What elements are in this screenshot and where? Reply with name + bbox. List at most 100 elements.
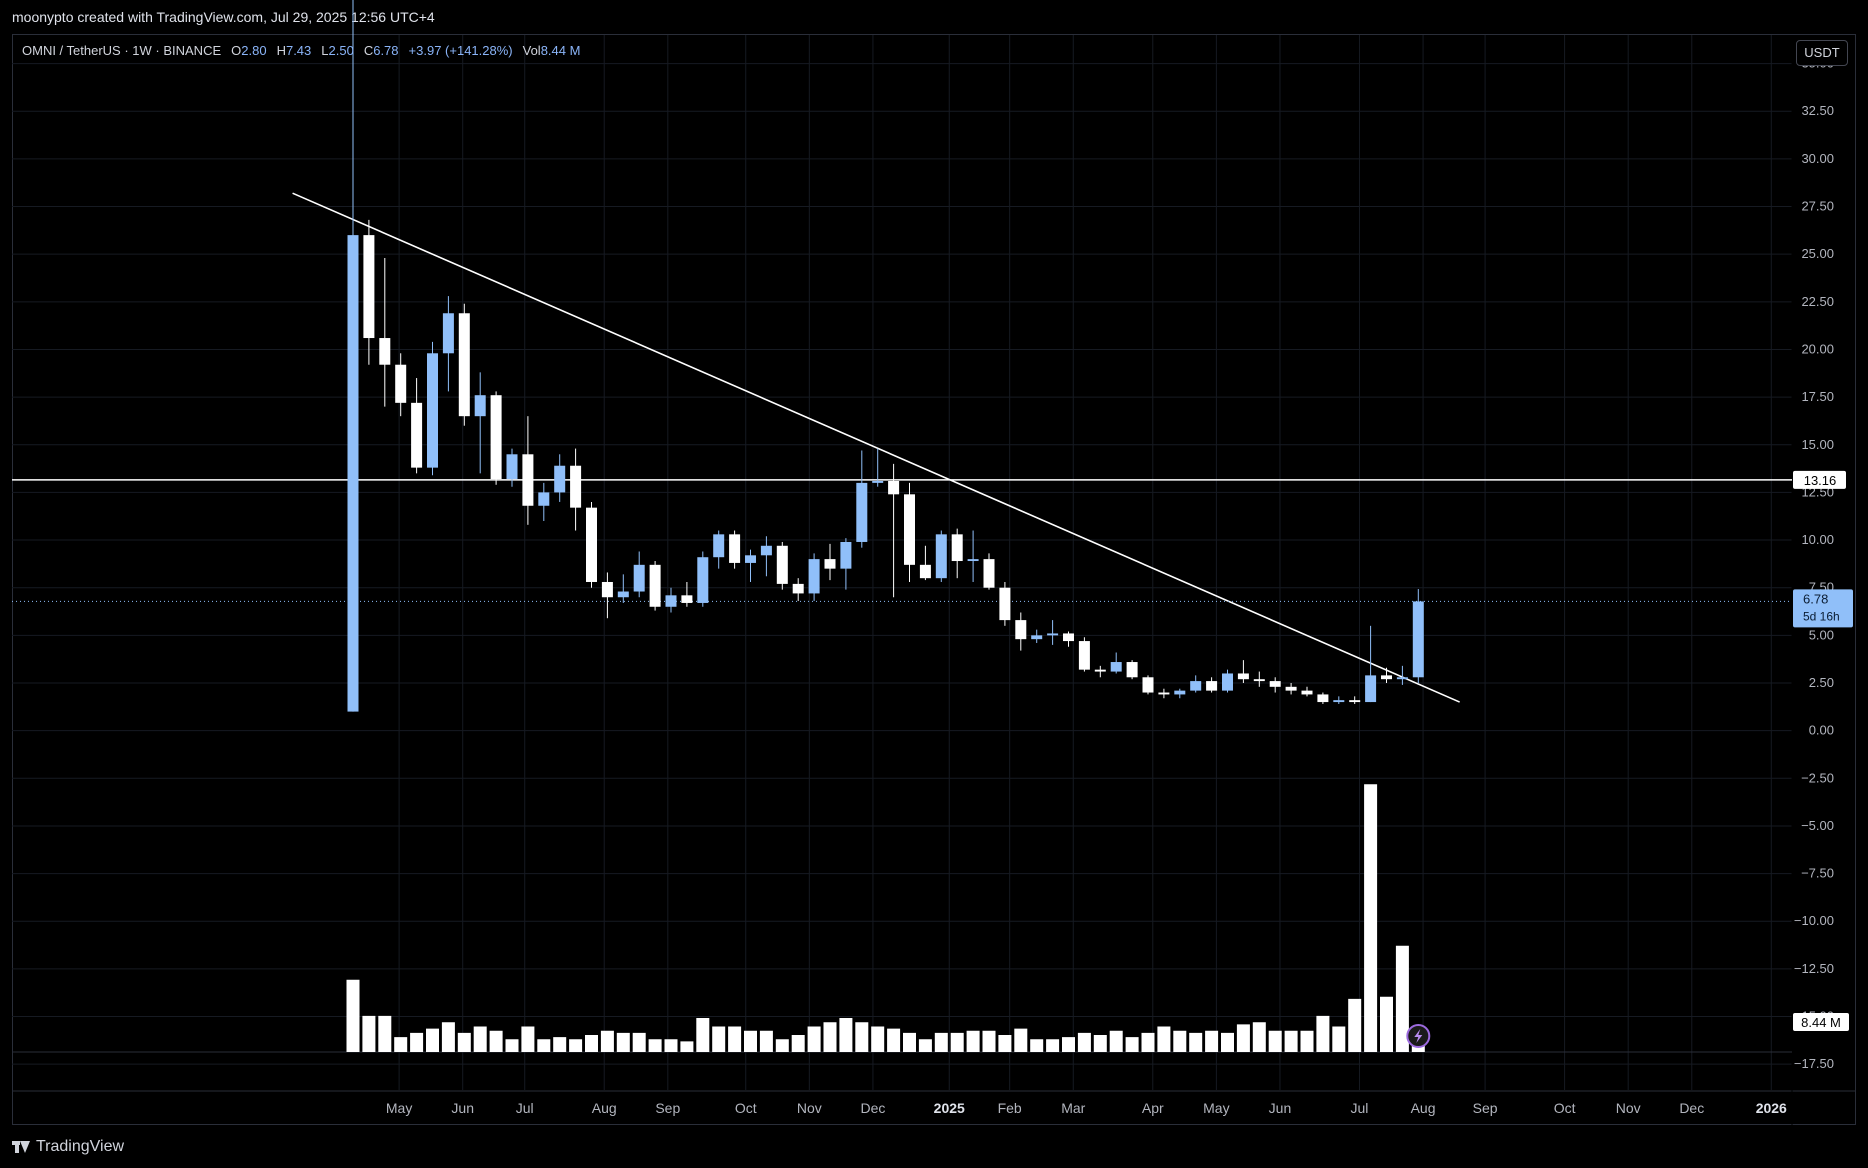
candle-body [776,545,788,584]
y-tick-label: −5.00 [1801,818,1834,833]
last-price-tag: 6.78 5d 16h [1793,589,1853,628]
volume-bar [1109,1030,1123,1052]
y-tick-label: −17.50 [1794,1056,1834,1071]
currency-button[interactable]: USDT [1796,40,1848,66]
candle-body [411,402,423,468]
grid-lines [12,35,1792,1090]
x-tick-label: Oct [735,1100,757,1116]
volume-bar [1236,1024,1250,1052]
candle-body [1349,700,1361,703]
candle [665,587,677,613]
candle [856,450,868,548]
candle [1396,665,1408,685]
candle-body [474,395,486,417]
candle [427,341,438,476]
candle [458,303,470,426]
volume-bar [855,1022,869,1052]
candle-body [745,555,756,563]
legend-high-label: H [276,43,286,58]
candle-body [442,313,454,354]
volume-bar [982,1030,996,1052]
candle [1317,692,1329,704]
candle-body [697,557,709,603]
volume-bar [823,1022,837,1052]
candle-body [760,545,772,556]
volume-bar [600,1030,614,1052]
candle [474,372,486,474]
volume-bar [505,1039,519,1052]
volume-bar [537,1039,551,1052]
candle-body [1094,669,1106,672]
candle-body [681,595,693,603]
chart-frame [12,34,1856,1125]
candle-body [888,480,900,495]
x-tick-label: Oct [1554,1100,1576,1116]
volume-bar [1252,1022,1266,1052]
candle [1222,669,1233,693]
level-tag-bg [1793,470,1846,489]
candle [697,551,709,607]
candle-body [1237,673,1249,680]
candle-body [840,541,852,569]
x-tick-label: Jun [451,1100,474,1116]
candle-body [1110,662,1122,672]
candle-body [967,559,979,562]
x-tick-label: Dec [860,1100,885,1116]
volume-bar [744,1030,757,1052]
volume-bar [1173,1030,1187,1052]
candle [506,448,518,487]
legend-close-label: C [363,43,374,58]
candle-body [1269,681,1281,687]
candle [776,541,788,590]
volume-bar [664,1039,678,1052]
legend-change: +3.97 (+141.28%) [408,43,513,58]
level-price-tag: 13.16 [1793,470,1846,489]
x-tick-label: Aug [592,1100,617,1116]
y-tick-label: 30.00 [1801,151,1834,166]
volume-bar [457,1032,471,1052]
candle [1269,677,1281,693]
candle-body [1206,681,1218,691]
x-tick-label: Apr [1142,1100,1164,1116]
candle-body [649,564,661,607]
volume-bar [680,1041,694,1052]
candle-body [1396,677,1408,680]
volume-bar [903,1032,916,1052]
candle [490,391,502,485]
candle [951,528,963,579]
y-tick-label: 32.50 [1801,103,1834,118]
candle [1174,688,1186,699]
candle-body [872,480,884,483]
candle [935,530,947,582]
candle [919,545,931,581]
candle-body [999,587,1011,621]
candle-body [665,595,677,607]
candle-body [1190,681,1202,691]
volume-bar [1300,1030,1314,1052]
x-tick-label: Jun [1269,1100,1292,1116]
symbol-legend: OMNI / TetherUS · 1W · BINANCE O2.80 H7.… [22,43,580,58]
tradingview-brand[interactable]: TradingView [12,1138,124,1156]
candle [1206,677,1218,693]
legend-close: 6.78 [373,43,399,58]
candle-body [427,353,438,468]
volume-bar [950,1032,964,1052]
volume-bar [918,1039,932,1052]
lightning-icon[interactable] [1406,1024,1431,1048]
x-tick-label: Jul [1351,1100,1369,1116]
y-tick-label: 27.50 [1801,199,1834,214]
candle [395,353,407,417]
volume-bar [1395,945,1409,1052]
y-tick-label: −2.50 [1801,770,1834,785]
volume-bars [346,784,1425,1052]
candle [808,553,820,602]
y-tick-label: 2.50 [1809,675,1834,690]
candle-body [617,591,629,598]
legend-high: 7.43 [285,43,312,58]
candle [983,553,995,590]
candle-body [490,395,502,480]
candle-body [1142,677,1154,693]
candle [904,482,915,582]
candle-body [1031,635,1043,640]
